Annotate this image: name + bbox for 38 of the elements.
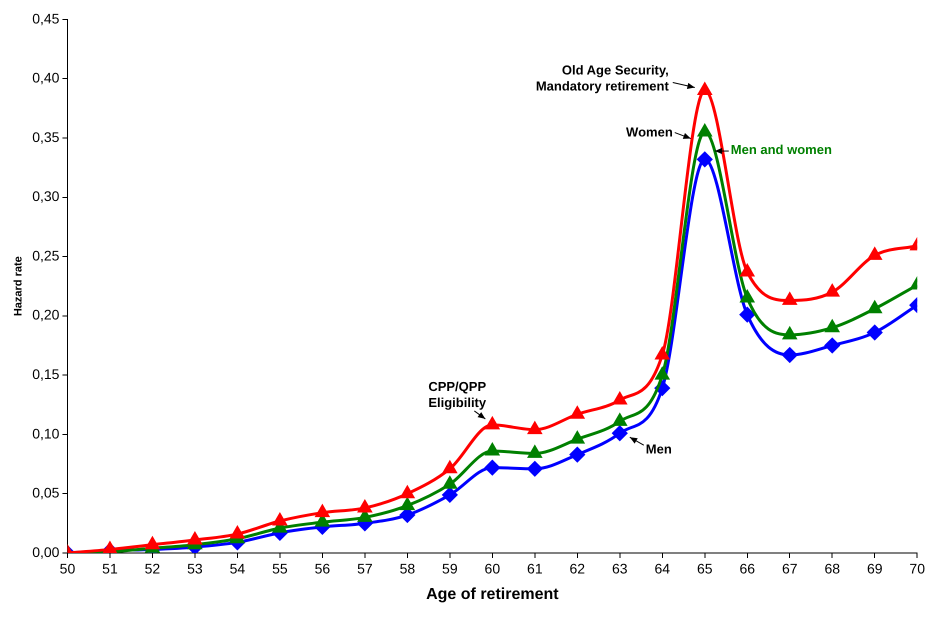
y-tick-label: 0,15 bbox=[32, 366, 60, 382]
y-tick-label: 0,20 bbox=[32, 306, 60, 323]
y-tick-label: 0,00 bbox=[32, 544, 60, 560]
x-tick-label: 50 bbox=[60, 560, 76, 576]
series-label: Men and women bbox=[730, 142, 832, 158]
y-tick-label: 0,25 bbox=[32, 247, 60, 264]
x-tick-label: 64 bbox=[654, 560, 670, 576]
x-tick-label: 51 bbox=[102, 560, 118, 576]
x-tick-label: 57 bbox=[357, 560, 373, 576]
x-tick-label: 69 bbox=[866, 560, 883, 576]
x-tick-label: 62 bbox=[570, 560, 586, 576]
y-tick-label: 0,10 bbox=[32, 425, 60, 442]
annotation: Old Age Security, Mandatory retirement bbox=[536, 62, 670, 94]
y-tick-label: 0,30 bbox=[32, 188, 60, 204]
x-tick-label: 52 bbox=[144, 560, 160, 576]
x-tick-label: 56 bbox=[314, 560, 330, 576]
y-tick-label: 0,40 bbox=[32, 70, 60, 86]
y-axis-title: Hazard rate bbox=[12, 256, 25, 316]
x-tick-label: 61 bbox=[527, 560, 543, 576]
x-tick-label: 65 bbox=[696, 560, 713, 576]
x-tick-label: 60 bbox=[484, 560, 500, 576]
x-tick-label: 55 bbox=[272, 560, 288, 576]
x-tick-label: 67 bbox=[782, 560, 798, 576]
x-tick-label: 68 bbox=[824, 560, 840, 576]
annotation: CPP/QPP Eligibility bbox=[428, 379, 487, 410]
x-tick-label: 66 bbox=[739, 560, 756, 576]
y-tick-label: 0,05 bbox=[32, 484, 60, 501]
series-label: Men bbox=[646, 441, 672, 456]
x-tick-label: 54 bbox=[230, 560, 246, 576]
x-tick-label: 53 bbox=[187, 560, 203, 576]
x-tick-label: 58 bbox=[400, 560, 416, 576]
x-tick-label: 70 bbox=[909, 560, 926, 576]
x-tick-label: 63 bbox=[612, 560, 628, 576]
x-axis-title: Age of retirement bbox=[426, 586, 560, 603]
y-tick-label: 0,45 bbox=[32, 10, 60, 26]
x-tick-label: 59 bbox=[442, 560, 458, 576]
series-label: Women bbox=[626, 124, 673, 140]
y-tick-label: 0,35 bbox=[32, 128, 60, 145]
